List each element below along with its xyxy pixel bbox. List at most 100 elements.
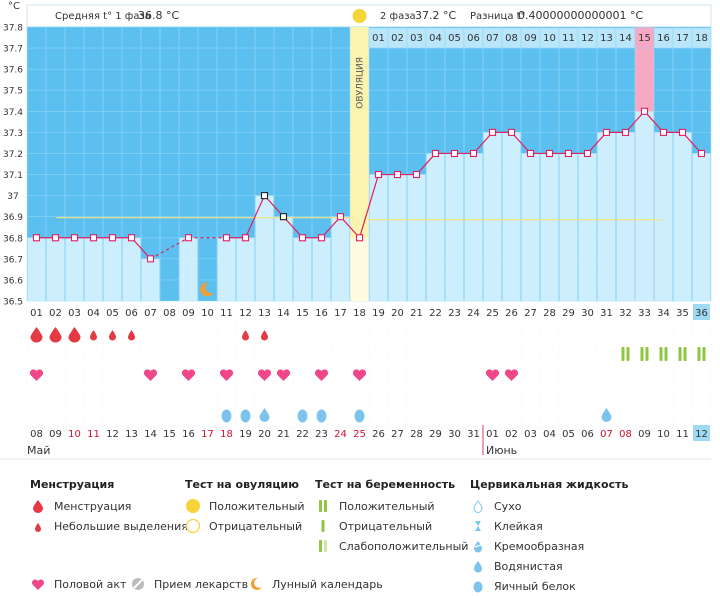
day-number-label: 05 bbox=[106, 308, 119, 319]
y-tick-label: 36.9 bbox=[3, 213, 23, 223]
watery-drop-icon bbox=[470, 558, 486, 574]
creamy-drop-icon bbox=[470, 538, 486, 554]
dry-drop-icon bbox=[470, 498, 486, 514]
temperature-bar bbox=[293, 237, 312, 301]
temperature-bar bbox=[27, 237, 46, 301]
calendar-date-label: 10 bbox=[68, 429, 81, 440]
day-number-label: 20 bbox=[391, 308, 404, 319]
y-tick-label: 37.4 bbox=[3, 108, 23, 118]
calendar-date-label: 24 bbox=[334, 429, 347, 440]
temperature-point bbox=[583, 149, 592, 158]
day-number-label: 17 bbox=[334, 308, 347, 319]
day-number-label: 25 bbox=[486, 308, 499, 319]
diff-value: 0.40000000000001 °C bbox=[518, 9, 643, 22]
calendar-date-label: 30 bbox=[448, 429, 461, 440]
phase2-day-label: 04 bbox=[429, 33, 442, 44]
temperature-point bbox=[355, 234, 364, 242]
phase2-day-cell bbox=[691, 27, 712, 49]
legend-cervical: Цервикальная жидкость Сухо Клейкая Кремо… bbox=[470, 478, 628, 596]
pregnancy-test-icon bbox=[664, 347, 668, 361]
legend-cervical-item: Яичный белок bbox=[470, 576, 628, 596]
legend-cervical-item: Сухо bbox=[470, 496, 628, 516]
pregnancy-test-icon bbox=[702, 347, 706, 361]
calendar-date-label: 03 bbox=[524, 429, 537, 440]
phase2-day-label: 02 bbox=[391, 33, 404, 44]
small-drop-icon bbox=[30, 518, 46, 534]
legend-cervical-item: Водянистая bbox=[470, 556, 628, 576]
day-number-label: 29 bbox=[562, 308, 575, 319]
temperature-point bbox=[507, 128, 516, 136]
calendar-date-label: 15 bbox=[163, 429, 176, 440]
calendar-date-label: 14 bbox=[144, 429, 157, 440]
unit-label: °C bbox=[8, 1, 20, 12]
legend-label: Слабоположительный bbox=[339, 539, 469, 553]
negative-circle-icon bbox=[185, 518, 201, 534]
temperature-bar bbox=[654, 132, 673, 301]
phase2-day-label: 07 bbox=[486, 33, 499, 44]
temperature-point bbox=[51, 234, 60, 242]
pregnancy-test-icon bbox=[645, 347, 649, 361]
small-drop-icon bbox=[261, 330, 268, 341]
phase1-value: 36.8 °C bbox=[138, 9, 179, 22]
day-number-label: 10 bbox=[201, 308, 214, 319]
legend-label: Лунный календарь bbox=[272, 577, 383, 591]
current-date-cell bbox=[693, 425, 710, 441]
y-tick-label: 36.7 bbox=[3, 255, 23, 265]
heart-icon bbox=[314, 369, 329, 381]
phase2-day-label: 14 bbox=[619, 33, 632, 44]
calendar-date-label: 06 bbox=[581, 429, 594, 440]
watery-drop-icon bbox=[259, 408, 270, 422]
day-number-label: 18 bbox=[353, 308, 366, 319]
day-number-label: 03 bbox=[68, 308, 81, 319]
calendar-date-label: 20 bbox=[258, 429, 271, 440]
temperature-point bbox=[222, 234, 231, 242]
day-number-label: 24 bbox=[467, 308, 480, 319]
legend-lunar: Лунный календарь bbox=[248, 576, 383, 592]
temperature-bar bbox=[692, 153, 711, 301]
temperature-bar bbox=[141, 258, 160, 301]
test-weak-icon bbox=[315, 538, 331, 554]
temperature-bar bbox=[217, 237, 236, 301]
heart-icon bbox=[504, 369, 519, 381]
day-number-label: 02 bbox=[49, 308, 62, 319]
temperature-segment bbox=[150, 237, 189, 260]
phase2-day-label: 15 bbox=[638, 33, 651, 44]
temperature-point bbox=[374, 170, 383, 179]
temperature-point bbox=[146, 255, 155, 263]
temperature-bar bbox=[559, 153, 578, 301]
calendar-date-label: 08 bbox=[619, 429, 632, 440]
temperature-bar bbox=[274, 216, 293, 301]
legend-label: Положительный bbox=[209, 499, 305, 513]
legend-label: Половой акт bbox=[54, 577, 127, 591]
legend-menstruation: Менструация Менструация Небольшие выделе… bbox=[30, 478, 188, 536]
temperature-point bbox=[393, 170, 402, 179]
pregnancy-test-icon bbox=[626, 347, 630, 361]
calendar-date-label: 27 bbox=[391, 429, 404, 440]
legend-cervical-title: Цервикальная жидкость bbox=[470, 478, 629, 491]
temperature-point bbox=[260, 192, 269, 200]
temperature-point bbox=[336, 213, 345, 221]
temperature-point bbox=[640, 107, 649, 115]
calendar-date-label: 01 bbox=[486, 429, 499, 440]
temperature-point bbox=[621, 128, 630, 136]
temperature-bar bbox=[255, 195, 274, 301]
temperature-point bbox=[450, 149, 459, 158]
legend-menstruation-item: Небольшие выделения bbox=[30, 516, 188, 536]
ovulation-label: ОВУЛЯЦИЯ bbox=[356, 57, 366, 109]
big-drop-icon bbox=[68, 327, 81, 343]
day-number-label: 31 bbox=[600, 308, 613, 319]
current-day-cell bbox=[693, 304, 710, 320]
legend-ovulation-test: Тест на овуляцию Положительный Отрицател… bbox=[185, 478, 305, 536]
phase2-day-label: 17 bbox=[676, 33, 689, 44]
temperature-bar bbox=[331, 216, 350, 301]
temperature-segment bbox=[244, 195, 266, 239]
temperature-bar bbox=[578, 153, 597, 301]
temperature-point bbox=[298, 234, 307, 242]
legend-pregnancy-item: Положительный bbox=[315, 496, 468, 516]
day-number-label: 16 bbox=[315, 308, 328, 319]
calendar-date-label: 25 bbox=[353, 429, 366, 440]
temperature-point bbox=[526, 149, 535, 158]
temperature-point bbox=[412, 170, 421, 179]
calendar-date-label: 26 bbox=[372, 429, 385, 440]
temperature-bar bbox=[502, 132, 521, 301]
